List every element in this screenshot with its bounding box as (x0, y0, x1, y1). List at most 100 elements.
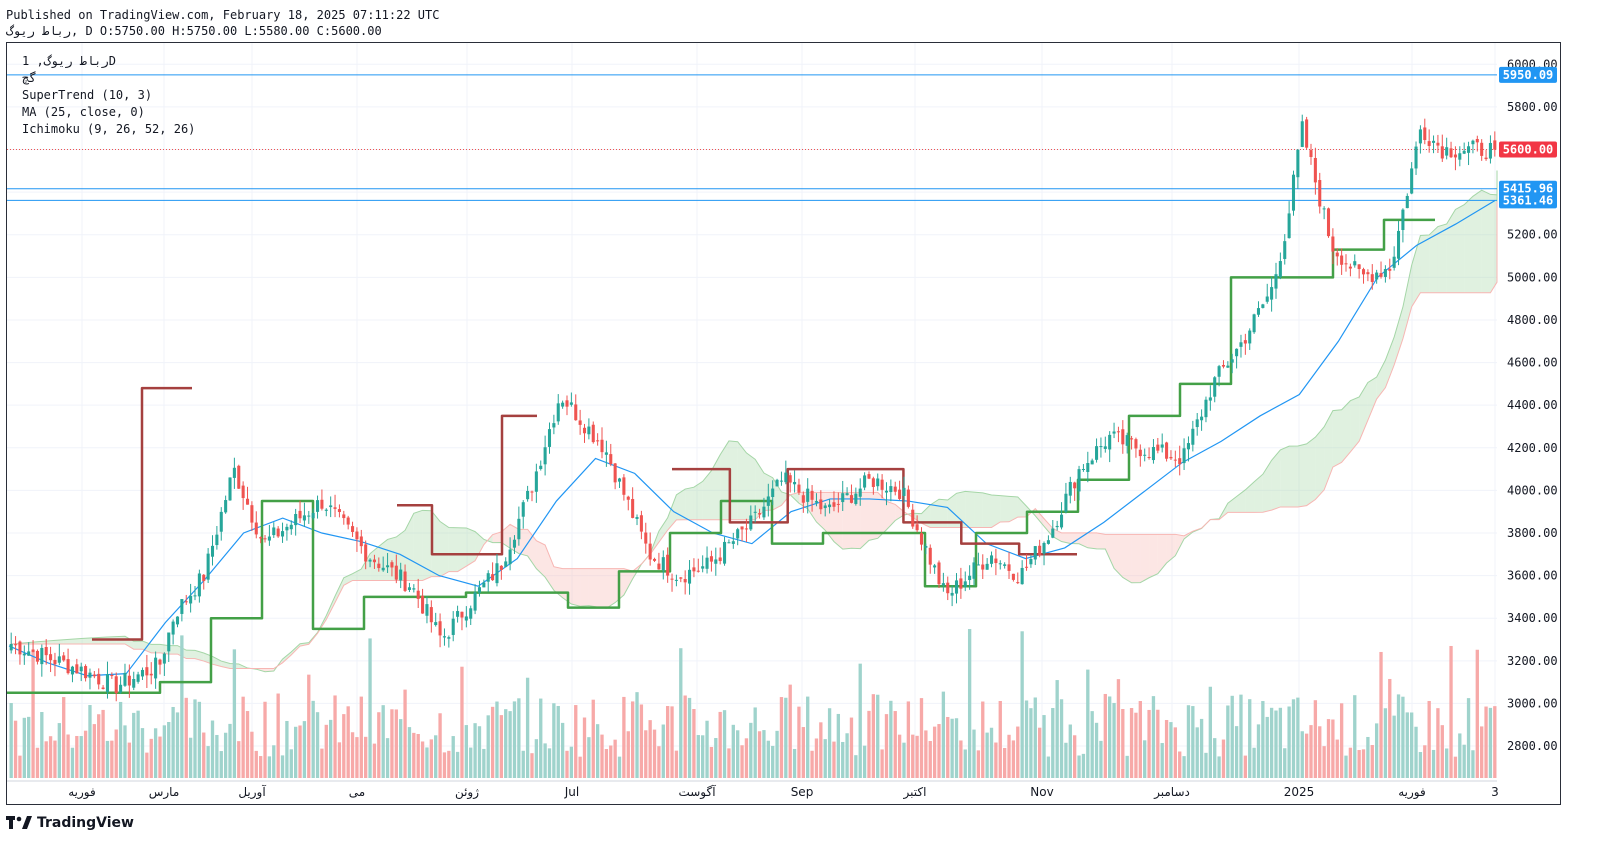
volume-bar (420, 741, 425, 778)
volume-bar (954, 718, 959, 778)
volume-bar (1011, 740, 1016, 778)
volume-bar (1195, 727, 1199, 778)
volume-bar (333, 695, 337, 778)
ichimoku-cloud-segment (1280, 446, 1290, 507)
candle-body (1291, 174, 1296, 211)
candle-body (250, 505, 254, 523)
legend-supertrend[interactable]: SuperTrend (10, 3) (22, 88, 153, 102)
candle-body (574, 404, 578, 421)
volume-bar (167, 722, 171, 778)
candle-body (731, 541, 735, 544)
candle-body (162, 653, 166, 664)
volume-bar (539, 698, 543, 778)
candle-body (766, 496, 770, 506)
volume-bar (1204, 752, 1208, 778)
ichimoku-cloud-segment (448, 527, 458, 572)
volume-bar (556, 705, 560, 778)
candle-body (854, 493, 858, 504)
volume-bar (482, 748, 486, 778)
volume-bar (994, 742, 998, 778)
candle-body (771, 488, 775, 498)
volume-bar (1081, 753, 1086, 778)
volume-bar (819, 722, 823, 778)
candle-body (758, 513, 762, 515)
x-tick-label: آوریل (238, 784, 266, 800)
price-axis-label: 5600.00 (1499, 141, 1557, 158)
candle-body (1068, 481, 1072, 496)
candle-body (149, 673, 153, 676)
candle-body (749, 515, 753, 530)
volume-bar (814, 738, 819, 778)
volume-bar (683, 695, 687, 778)
candle-body (1270, 287, 1274, 300)
legend-ma[interactable]: MA (25, close, 0) (22, 105, 145, 119)
y-tick-label: 3200.00 (1507, 654, 1558, 668)
candle-body (880, 479, 884, 490)
volume-bar (385, 738, 390, 778)
volume-bar (1379, 651, 1383, 778)
tradingview-logo[interactable]: TradingView (6, 815, 134, 831)
candle-body (88, 672, 92, 678)
legend-ichimoku[interactable]: Ichimoku (9, 26, 52, 26) (22, 122, 196, 136)
volume-bar (959, 740, 963, 778)
supertrend-down-line (92, 386, 192, 641)
candle-body (259, 537, 263, 539)
volume-bar (1086, 669, 1090, 778)
candle-body (1261, 304, 1265, 308)
volume-bar (1073, 735, 1077, 778)
candle-body (167, 632, 171, 652)
candle-body (399, 569, 403, 581)
ichimoku-cloud-segment (1394, 306, 1403, 366)
volume-bar (788, 684, 792, 778)
volume-bar (1366, 736, 1370, 778)
ichimoku-cloud-segment (1472, 190, 1482, 293)
ichimoku-cloud-segment (1009, 496, 1018, 522)
volume-bar (836, 713, 841, 778)
volume-bar (600, 734, 604, 778)
volume-bar (372, 743, 377, 778)
volume-bar (696, 735, 700, 778)
volume-bar (595, 724, 600, 778)
ichimoku-cloud-segment (1140, 534, 1150, 583)
candle-body (753, 511, 757, 513)
ichimoku-cloud-segment (1035, 508, 1045, 527)
volume-bar (48, 736, 53, 778)
ichimoku-cloud-segment (1131, 534, 1141, 583)
candle-body (784, 472, 788, 483)
ichimoku-cloud-segment (1061, 532, 1071, 544)
volume-bar (1134, 712, 1138, 778)
volume-bar (35, 747, 40, 778)
candle-body (1256, 308, 1261, 315)
candle-body (1462, 150, 1466, 154)
volume-bar (364, 736, 368, 778)
volume-bar (149, 738, 153, 778)
candle-body (263, 538, 267, 540)
volume-bar (258, 756, 263, 778)
candle-body (1156, 444, 1160, 451)
ichimoku-cloud-segment (1481, 190, 1491, 293)
candle-body (495, 563, 499, 584)
candle-body (1042, 542, 1046, 554)
candle-body (1200, 416, 1204, 421)
volume-bar (1300, 731, 1304, 778)
volume-bar (613, 739, 617, 778)
ichimoku-cloud-segment (1359, 382, 1368, 442)
volume-bar (101, 709, 105, 778)
price-chart[interactable]: 2800.00 3000.00 3200.00 3400.00 3600.00 3800.… (7, 43, 1560, 804)
ichimoku-cloud-segment (413, 510, 423, 581)
candle-body (491, 574, 495, 581)
volume-bar (919, 698, 924, 778)
volume-bar (1125, 755, 1129, 778)
candle-body (1125, 435, 1129, 446)
candle-body (245, 498, 250, 505)
chart-frame[interactable]: 2800.00 3000.00 3200.00 3400.00 3600.00 3800.… (6, 42, 1561, 805)
candle-body (267, 536, 271, 541)
candle-body (40, 647, 44, 665)
candle-body (1182, 448, 1186, 464)
y-tick-label: 4400.00 (1507, 398, 1558, 412)
candle-body (539, 465, 543, 470)
candle-body (858, 488, 862, 497)
candle-body (1213, 377, 1217, 397)
candle-body (832, 502, 836, 507)
volume-bar (180, 635, 184, 778)
